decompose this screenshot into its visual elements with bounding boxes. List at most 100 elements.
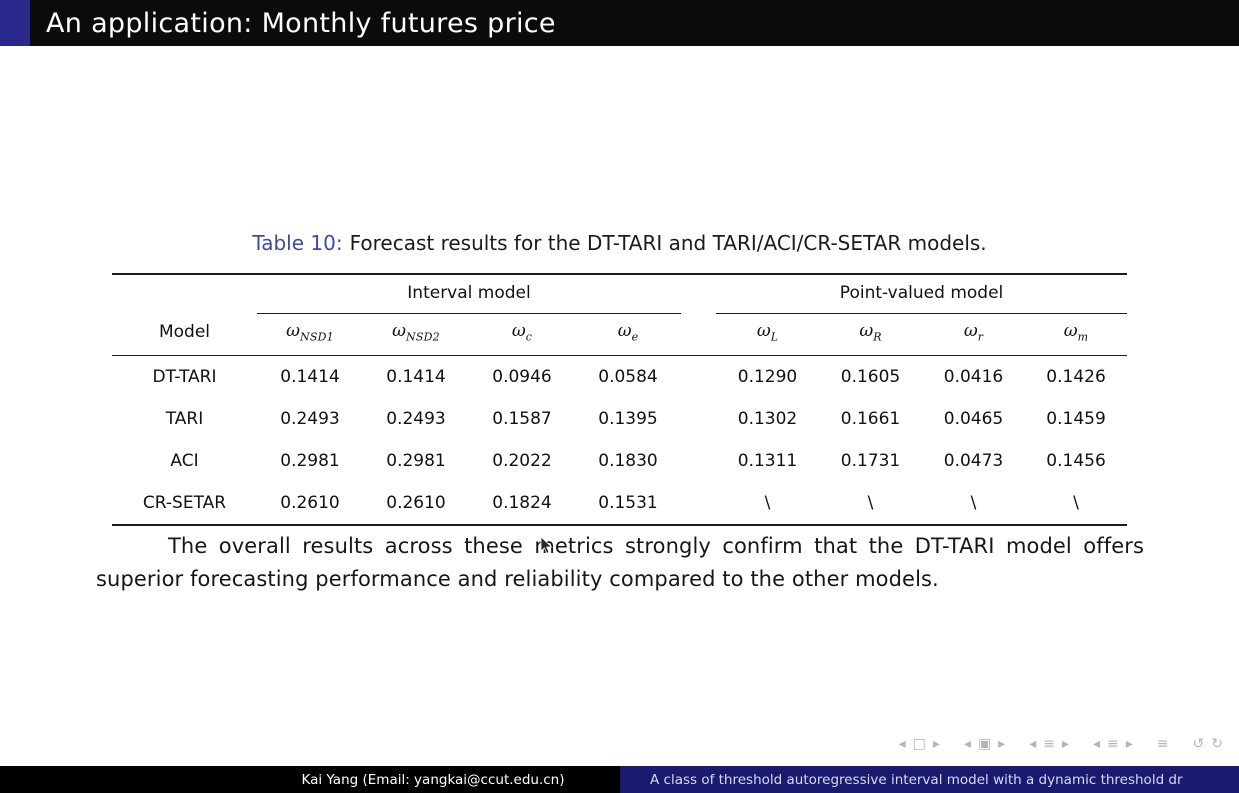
cell: 0.0465: [943, 409, 1004, 430]
column-gap: [681, 274, 716, 314]
cell: 0.1587: [492, 409, 552, 430]
omega-subscript: L: [770, 330, 779, 344]
back-icon[interactable]: ↺: [1192, 736, 1205, 752]
row-label: CR-SETAR: [142, 493, 227, 514]
section-nav-group: ◂ ≡ ▸: [1093, 735, 1133, 753]
cell: \: [970, 493, 977, 514]
cell: 0.1302: [737, 409, 798, 430]
cell: 0.0416: [943, 367, 1004, 388]
cell: 0.2022: [492, 451, 552, 472]
column-gap: [681, 398, 716, 440]
col-header-omega-L: ωL: [716, 313, 820, 357]
forward-icon[interactable]: ↻: [1211, 736, 1223, 752]
column-header-row: Model ωNSD1 ωNSD2 ωc ωe ωL ωR ωr ωm: [112, 313, 1128, 357]
theme-corner-square: [0, 0, 30, 46]
col-header-omega-c: ωc: [469, 313, 575, 357]
column-gap: [681, 356, 716, 399]
frame-icon[interactable]: ▣: [977, 736, 992, 752]
table-row-tari: TARI 0.2493 0.2493 0.1587 0.1395 0.1302 …: [112, 398, 1127, 440]
section-icon[interactable]: ≡: [1107, 736, 1119, 752]
conclusion-paragraph: The overall results across these metrics…: [96, 534, 1144, 591]
omega-subscript: c: [525, 330, 533, 344]
omega-symbol: ω: [1063, 321, 1078, 341]
col-header-omega-r: ωr: [922, 313, 1026, 357]
omega-symbol: ω: [859, 321, 874, 341]
prev-slide-icon[interactable]: ◂: [898, 736, 906, 752]
footer-paper-title: A class of threshold autoregressive inte…: [650, 771, 1183, 788]
cell: 0.1395: [598, 409, 658, 430]
col-header-model: Model: [112, 313, 257, 357]
subsection-nav-group: ◂ ≡ ▸: [1029, 735, 1069, 753]
next-subsection-icon[interactable]: ▸: [1061, 736, 1069, 752]
subsection-icon[interactable]: ≡: [1043, 736, 1055, 752]
cell: 0.2610: [386, 493, 446, 514]
slide-nav-group: ◂ □ ▸: [899, 735, 940, 753]
col-header-omega-nsd1: ωNSD1: [257, 313, 363, 357]
results-table: Interval model Point-valued model Model …: [112, 273, 1128, 527]
column-gap: [681, 482, 716, 525]
empty-corner-cell: [112, 274, 257, 314]
cell: 0.1311: [737, 451, 798, 472]
row-label: TARI: [165, 409, 204, 430]
slide-icon[interactable]: □: [912, 736, 926, 752]
next-section-icon[interactable]: ▸: [1125, 736, 1133, 752]
presentation-icon[interactable]: ≡: [1156, 736, 1169, 752]
prev-subsection-icon[interactable]: ◂: [1029, 736, 1037, 752]
omega-symbol: ω: [286, 321, 301, 341]
cell: 0.0584: [598, 367, 658, 388]
history-nav-group: ↺ ↻: [1193, 735, 1223, 753]
cell: \: [867, 493, 874, 514]
cell: 0.1414: [280, 367, 340, 388]
cell: 0.2610: [280, 493, 340, 514]
group-header-point-valued-model: Point-valued model: [716, 274, 1128, 314]
cell: 0.2981: [280, 451, 340, 472]
beamer-navigation-bar: ◂ □ ▸ ◂ ▣ ▸ ◂ ≡ ▸ ◂ ≡ ▸ ≡ ↺ ↻: [899, 735, 1223, 753]
cell: \: [1073, 493, 1079, 514]
cell: 0.1414: [386, 367, 446, 388]
cell: 0.1456: [1046, 451, 1106, 472]
group-header-row: Interval model Point-valued model: [112, 274, 1128, 314]
group-header-interval-model: Interval model: [257, 274, 682, 314]
cell: 0.1830: [598, 451, 658, 472]
next-slide-icon[interactable]: ▸: [932, 736, 940, 752]
omega-subscript: m: [1077, 330, 1089, 344]
cell: 0.1426: [1046, 367, 1106, 388]
omega-subscript: R: [873, 330, 882, 344]
presentation-nav-group: ≡: [1157, 735, 1169, 753]
omega-subscript: NSD1: [300, 330, 334, 344]
cell: 0.1605: [840, 367, 901, 388]
omega-symbol: ω: [756, 321, 771, 341]
slide-title-bar: An application: Monthly futures price: [0, 0, 1239, 46]
table-caption-label: Table 10:: [252, 231, 343, 255]
omega-symbol: ω: [617, 321, 632, 341]
cell: \: [764, 493, 771, 514]
column-gap: [681, 440, 716, 482]
cell: 0.0473: [943, 451, 1004, 472]
frame-title: An application: Monthly futures price: [46, 7, 556, 39]
cell: 0.0946: [492, 367, 552, 388]
table-row-dt-tari: DT-TARI 0.1414 0.1414 0.0946 0.0584 0.12…: [112, 356, 1127, 399]
col-header-omega-e: ωe: [575, 313, 682, 357]
column-gap: [681, 313, 717, 357]
table-row-aci: ACI 0.2981 0.2981 0.2022 0.1830 0.1311 0…: [112, 440, 1127, 482]
col-header-omega-m: ωm: [1025, 313, 1128, 357]
next-frame-icon[interactable]: ▸: [998, 736, 1006, 752]
frame-nav-group: ◂ ▣ ▸: [964, 735, 1005, 753]
omega-symbol: ω: [392, 321, 407, 341]
omega-symbol: ω: [511, 321, 526, 341]
cell: 0.1661: [840, 409, 901, 430]
cell: 0.2493: [280, 409, 340, 430]
cell: 0.1731: [840, 451, 901, 472]
row-label: DT-TARI: [152, 367, 217, 388]
cell: 0.1531: [598, 493, 658, 514]
omega-subscript: r: [977, 330, 984, 344]
omega-subscript: NSD2: [406, 330, 440, 344]
col-header-omega-R: ωR: [819, 313, 923, 357]
footer-author: Kai Yang (Email: yangkai@ccut.edu.cn): [301, 771, 565, 788]
prev-frame-icon[interactable]: ◂: [963, 736, 971, 752]
footline: Kai Yang (Email: yangkai@ccut.edu.cn) A …: [0, 766, 1239, 793]
table-caption: Table 10: Forecast results for the DT-TAR…: [0, 231, 1239, 255]
omega-symbol: ω: [963, 321, 978, 341]
prev-section-icon[interactable]: ◂: [1093, 736, 1101, 752]
